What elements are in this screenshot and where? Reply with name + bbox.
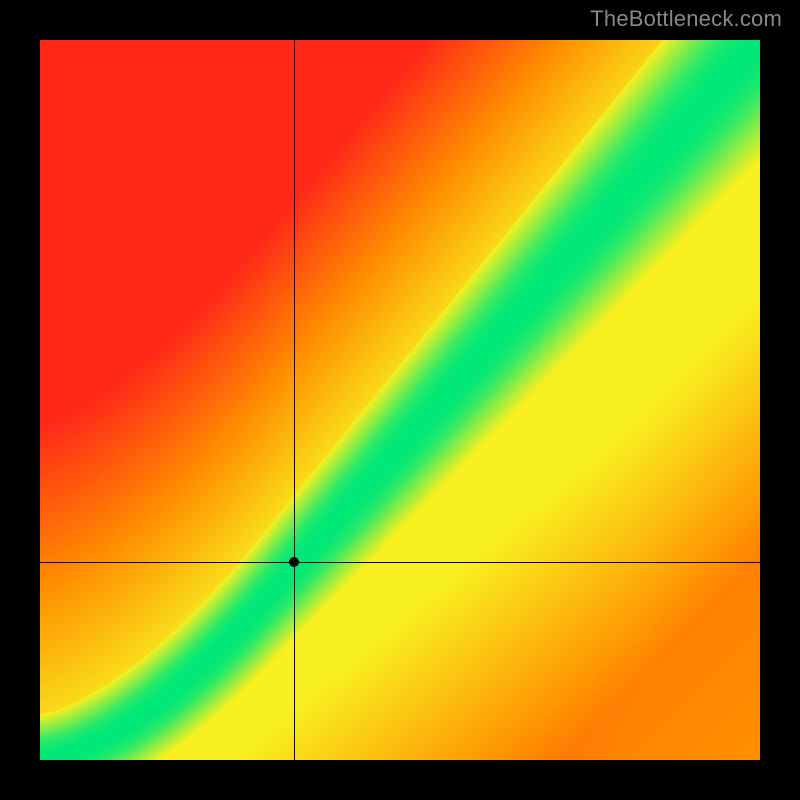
- heatmap-plot: [40, 40, 760, 760]
- crosshair-vertical: [294, 40, 295, 760]
- heatmap-canvas: [40, 40, 760, 760]
- crosshair-horizontal: [40, 562, 760, 563]
- watermark-text: TheBottleneck.com: [590, 6, 782, 32]
- crosshair-marker: [289, 557, 299, 567]
